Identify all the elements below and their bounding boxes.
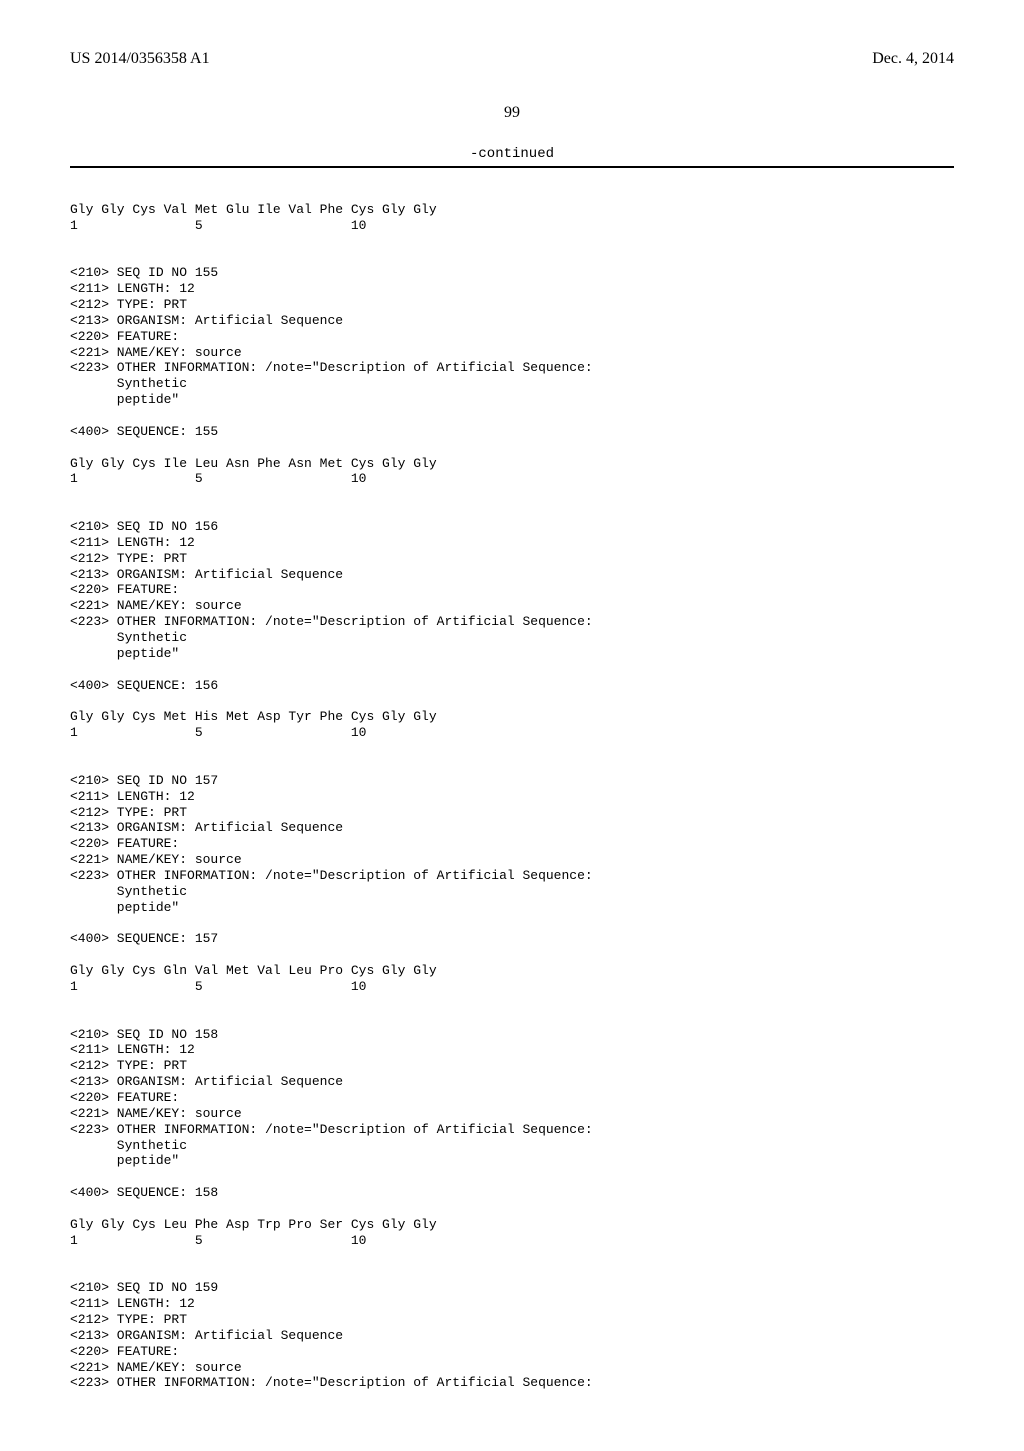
page-number: 99: [70, 104, 954, 122]
running-header: US 2014/0356358 A1 Dec. 4, 2014: [70, 50, 954, 68]
publication-date: Dec. 4, 2014: [872, 50, 954, 68]
horizontal-rule: [70, 166, 954, 168]
page-container: US 2014/0356358 A1 Dec. 4, 2014 99 -cont…: [0, 0, 1024, 1451]
continued-label: -continued: [70, 146, 954, 162]
publication-number: US 2014/0356358 A1: [70, 50, 210, 68]
sequence-listing: Gly Gly Cys Val Met Glu Ile Val Phe Cys …: [70, 186, 954, 1391]
